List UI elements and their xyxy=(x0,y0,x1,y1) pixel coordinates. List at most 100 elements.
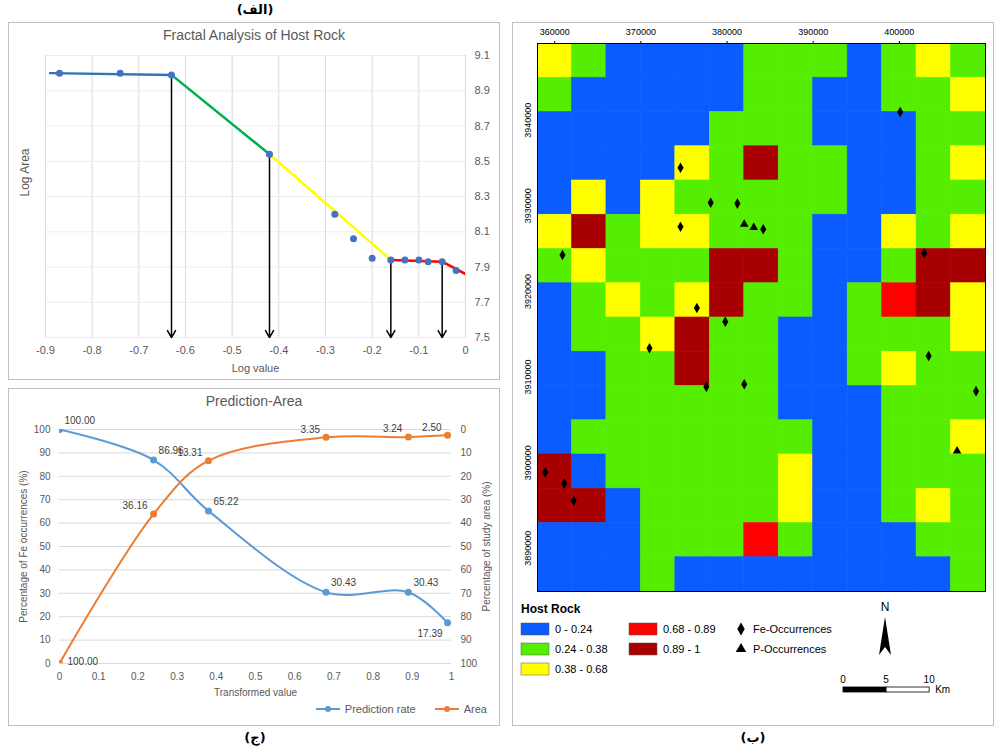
svg-text:-0.4: -0.4 xyxy=(269,344,288,356)
svg-text:Fe-Occurrences: Fe-Occurrences xyxy=(753,623,832,635)
html-text:Prediction rate: Prediction rate xyxy=(344,703,416,715)
svg-text:90: 90 xyxy=(461,634,473,645)
svg-text:1: 1 xyxy=(449,671,455,682)
svg-text:3910000: 3910000 xyxy=(523,360,533,395)
svg-text:7.7: 7.7 xyxy=(475,296,490,308)
svg-text:380000: 380000 xyxy=(712,27,742,37)
svg-text:0: 0 xyxy=(462,344,468,356)
svg-text:0.24 - 0.38: 0.24 - 0.38 xyxy=(555,643,608,655)
svg-text:100: 100 xyxy=(34,424,51,435)
svg-text:0.8: 0.8 xyxy=(366,671,380,682)
svg-text:0 - 0.24: 0 - 0.24 xyxy=(555,623,592,635)
svg-text:Percentage of study area (%): Percentage of study area (%) xyxy=(481,481,492,611)
svg-text:30: 30 xyxy=(461,494,473,505)
svg-text:0.4: 0.4 xyxy=(209,671,223,682)
svg-text:30.43: 30.43 xyxy=(413,577,438,588)
svg-text:-0.6: -0.6 xyxy=(176,344,195,356)
svg-text:50: 50 xyxy=(461,541,473,552)
svg-text:86.96: 86.96 xyxy=(158,445,184,457)
svg-text:3900000: 3900000 xyxy=(523,445,533,480)
svg-text:0.89 - 1: 0.89 - 1 xyxy=(663,643,700,655)
html-text:Prediction-Area: Prediction-Area xyxy=(205,393,303,409)
svg-text:90: 90 xyxy=(39,447,51,458)
svg-text:10: 10 xyxy=(461,447,473,458)
svg-text:390000: 390000 xyxy=(798,27,828,37)
svg-text:40: 40 xyxy=(39,564,51,575)
svg-text:100.00: 100.00 xyxy=(68,656,99,667)
svg-text:-0.7: -0.7 xyxy=(129,344,148,356)
svg-text:8.5: 8.5 xyxy=(475,155,490,167)
svg-text:70: 70 xyxy=(39,494,51,505)
svg-text:8.7: 8.7 xyxy=(475,120,490,132)
svg-text:50: 50 xyxy=(39,541,51,552)
svg-text:-0.2: -0.2 xyxy=(363,344,382,356)
html-text:Fractal Analysis of Host Rock: Fractal Analysis of Host Rock xyxy=(163,27,345,43)
svg-text:P-Occurrences: P-Occurrences xyxy=(753,643,827,655)
svg-text:0: 0 xyxy=(57,671,63,682)
svg-text:Host Rock: Host Rock xyxy=(521,602,581,616)
svg-text:40: 40 xyxy=(461,517,473,528)
svg-text:3940000: 3940000 xyxy=(523,103,533,138)
svg-text:360000: 360000 xyxy=(540,27,570,37)
svg-text:-0.3: -0.3 xyxy=(316,344,335,356)
svg-text:10: 10 xyxy=(39,634,51,645)
html-text:(ب): (ب) xyxy=(740,730,766,745)
svg-text:0: 0 xyxy=(840,674,846,685)
svg-text:8.3: 8.3 xyxy=(475,190,490,202)
svg-text:20: 20 xyxy=(39,611,51,622)
svg-text:30.43: 30.43 xyxy=(331,577,356,588)
svg-text:0.68 - 0.89: 0.68 - 0.89 xyxy=(663,623,716,635)
svg-text:3.35: 3.35 xyxy=(301,424,321,435)
svg-text:100: 100 xyxy=(461,658,478,669)
html-text:(الف): (الف) xyxy=(236,2,274,17)
svg-text:-0.5: -0.5 xyxy=(223,344,242,356)
svg-text:0.7: 0.7 xyxy=(327,671,341,682)
svg-text:3890000: 3890000 xyxy=(523,531,533,566)
html-text:(ج): (ج) xyxy=(244,730,266,745)
svg-text:370000: 370000 xyxy=(626,27,656,37)
svg-text:Log value: Log value xyxy=(232,362,280,374)
svg-text:Percentage of Fe occurrences (: Percentage of Fe occurrences (%) xyxy=(18,470,29,622)
svg-text:60: 60 xyxy=(39,517,51,528)
svg-text:0: 0 xyxy=(461,424,467,435)
svg-text:60: 60 xyxy=(461,564,473,575)
svg-text:0.5: 0.5 xyxy=(249,671,263,682)
svg-text:Transformed value: Transformed value xyxy=(214,687,297,698)
svg-text:3930000: 3930000 xyxy=(523,188,533,223)
svg-text:8.1: 8.1 xyxy=(475,225,490,237)
svg-text:0: 0 xyxy=(45,658,51,669)
svg-text:0.2: 0.2 xyxy=(131,671,145,682)
svg-text:3920000: 3920000 xyxy=(523,274,533,309)
svg-text:30: 30 xyxy=(39,588,51,599)
svg-text:13.31: 13.31 xyxy=(177,447,202,458)
svg-text:N: N xyxy=(881,600,890,614)
svg-text:400000: 400000 xyxy=(884,27,914,37)
svg-text:2.50: 2.50 xyxy=(422,422,442,433)
svg-text:20: 20 xyxy=(461,471,473,482)
svg-text:Log Area: Log Area xyxy=(18,148,32,196)
svg-text:0.1: 0.1 xyxy=(92,671,106,682)
svg-text:0.6: 0.6 xyxy=(288,671,302,682)
svg-text:5: 5 xyxy=(883,674,889,685)
svg-text:7.5: 7.5 xyxy=(475,331,490,343)
svg-text:10: 10 xyxy=(924,674,936,685)
svg-text:70: 70 xyxy=(461,588,473,599)
svg-text:36.16: 36.16 xyxy=(123,500,148,511)
svg-text:80: 80 xyxy=(461,611,473,622)
svg-text:-0.1: -0.1 xyxy=(409,344,428,356)
svg-text:65.22: 65.22 xyxy=(213,496,238,507)
html-text:Area: Area xyxy=(463,703,487,715)
svg-text:3.24: 3.24 xyxy=(383,423,403,434)
svg-text:7.9: 7.9 xyxy=(475,261,490,273)
svg-text:-0.9: -0.9 xyxy=(36,344,55,356)
svg-text:0.3: 0.3 xyxy=(170,671,184,682)
svg-text:100.00: 100.00 xyxy=(65,415,96,426)
svg-text:-0.8: -0.8 xyxy=(83,344,102,356)
svg-text:Km: Km xyxy=(935,684,950,695)
svg-text:17.39: 17.39 xyxy=(418,628,443,639)
svg-text:0.38 - 0.68: 0.38 - 0.68 xyxy=(555,663,608,675)
svg-text:9.1: 9.1 xyxy=(475,49,490,61)
svg-text:8.9: 8.9 xyxy=(475,84,490,96)
svg-text:0.9: 0.9 xyxy=(405,671,419,682)
svg-text:80: 80 xyxy=(39,471,51,482)
